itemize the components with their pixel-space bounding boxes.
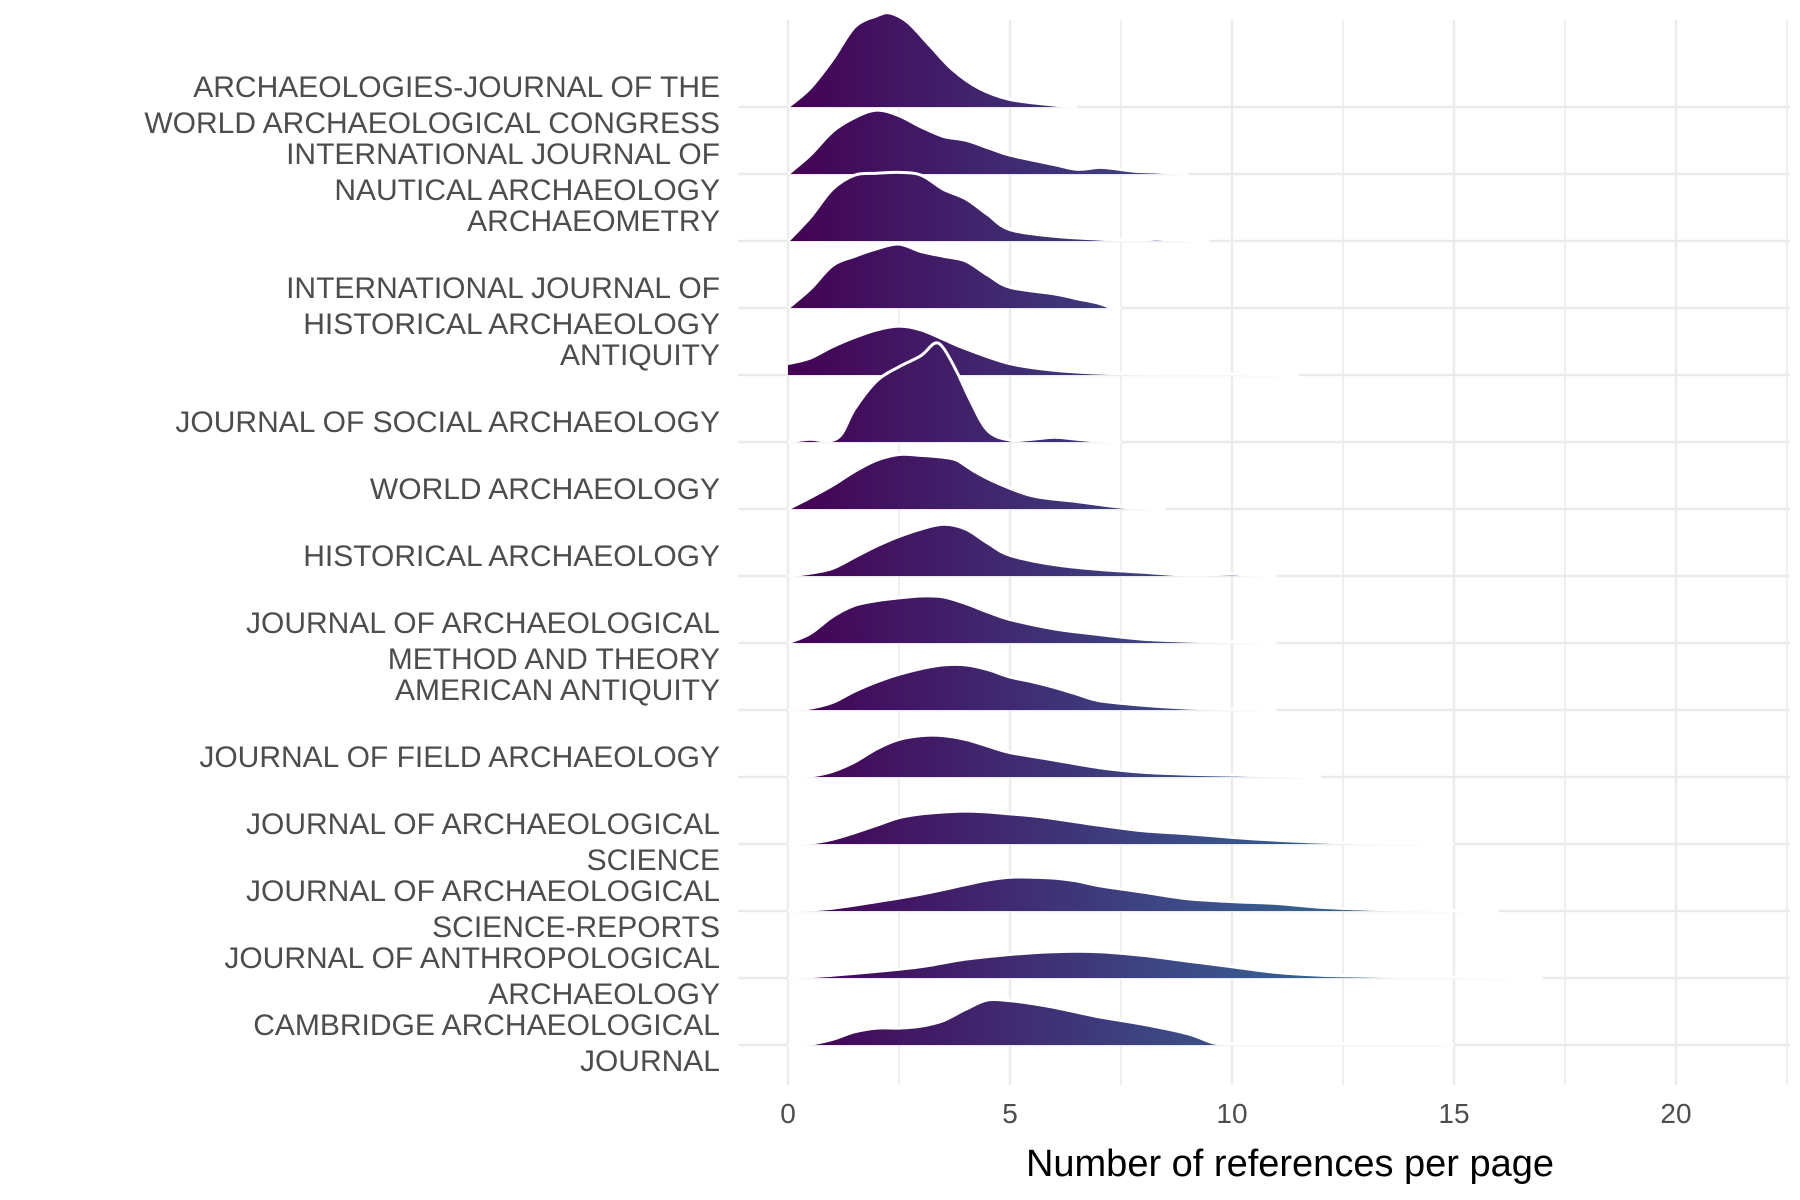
category-label: CAMBRIDGE ARCHAEOLOGICAL bbox=[253, 1009, 720, 1042]
category-label: JOURNAL OF SOCIAL ARCHAEOLOGY bbox=[175, 406, 720, 439]
ridge-outline bbox=[787, 997, 1455, 1047]
category-label: JOURNAL OF ARCHAEOLOGICAL bbox=[246, 808, 720, 841]
ridge-outline bbox=[786, 170, 1210, 243]
ridge-outline bbox=[787, 809, 1455, 846]
ridge-fill bbox=[788, 12, 1077, 108]
category-label: JOURNAL OF ARCHAEOLOGICAL bbox=[246, 607, 720, 640]
ridge-outline bbox=[787, 452, 1166, 511]
ridge-fill bbox=[788, 876, 1499, 911]
ridge-3 bbox=[786, 170, 1210, 243]
ridge-fill bbox=[788, 735, 1321, 777]
category-label: HISTORICAL ARCHAEOLOGY bbox=[303, 308, 720, 341]
category-label: INTERNATIONAL JOURNAL OF bbox=[286, 272, 720, 305]
ridge-8 bbox=[787, 522, 1277, 578]
category-label: ANTIQUITY bbox=[560, 339, 720, 372]
category-label: ARCHAEOLOGIES-JOURNAL OF THE bbox=[193, 71, 720, 104]
category-label: JOURNAL OF ARCHAEOLOGICAL bbox=[246, 875, 720, 908]
ridge-fill bbox=[788, 811, 1454, 844]
ridge-outline bbox=[787, 341, 1122, 444]
ridge-fill bbox=[788, 454, 1166, 509]
category-label: INTERNATIONAL JOURNAL OF bbox=[286, 138, 720, 171]
ridge-13 bbox=[787, 875, 1499, 913]
category-label: METHOD AND THEORY bbox=[388, 643, 720, 676]
ridge-outline bbox=[787, 733, 1321, 779]
ridge-fill bbox=[788, 999, 1454, 1045]
ridge-2 bbox=[787, 108, 1188, 176]
ridge-outline bbox=[787, 875, 1499, 913]
ridge-outline bbox=[787, 11, 1077, 109]
ridge-4 bbox=[787, 242, 1122, 310]
ridge-outline bbox=[787, 522, 1277, 578]
category-label: ARCHAEOLOGY bbox=[488, 978, 720, 1011]
x-axis-title: Number of references per page bbox=[1026, 1143, 1554, 1185]
ridge-fill bbox=[788, 951, 1543, 978]
ridge-outline bbox=[787, 949, 1543, 980]
category-label: AMERICAN ANTIQUITY bbox=[395, 674, 720, 707]
ridge-12 bbox=[787, 809, 1455, 846]
category-label: WORLD ARCHAEOLOGY bbox=[370, 473, 720, 506]
ridge-fill bbox=[788, 172, 1210, 241]
x-tick-label: 20 bbox=[1660, 1098, 1691, 1129]
category-label: JOURNAL bbox=[580, 1045, 720, 1078]
ridge-9 bbox=[787, 594, 1277, 645]
x-tick-label: 5 bbox=[1002, 1098, 1018, 1129]
ridge-fill bbox=[788, 524, 1277, 576]
category-label: JOURNAL OF FIELD ARCHAEOLOGY bbox=[199, 741, 720, 774]
x-tick-label: 10 bbox=[1216, 1098, 1247, 1129]
ridge-fill bbox=[788, 110, 1188, 174]
category-label: SCIENCE bbox=[587, 844, 720, 877]
category-label: HISTORICAL ARCHAEOLOGY bbox=[303, 540, 720, 573]
ridge-outline bbox=[787, 108, 1188, 176]
ridge-6 bbox=[787, 341, 1122, 444]
ridge-outline bbox=[787, 662, 1277, 712]
ridge-outline bbox=[787, 324, 1299, 377]
ridge-14 bbox=[787, 949, 1543, 980]
category-label: ARCHAEOMETRY bbox=[467, 205, 720, 238]
x-tick-label: 0 bbox=[780, 1098, 796, 1129]
ridge-fill bbox=[788, 342, 1121, 442]
x-tick-label: 15 bbox=[1438, 1098, 1469, 1129]
ridge-1 bbox=[787, 11, 1077, 109]
ridge-fill bbox=[788, 664, 1277, 710]
ridge-outline bbox=[787, 242, 1122, 310]
ridge-fill bbox=[788, 595, 1277, 643]
category-label: SCIENCE-REPORTS bbox=[432, 911, 720, 944]
category-label: NAUTICAL ARCHAEOLOGY bbox=[334, 174, 720, 207]
ridge-11 bbox=[787, 733, 1321, 779]
ridge-5 bbox=[787, 324, 1299, 377]
ridge-outline bbox=[787, 594, 1277, 645]
ridge-7 bbox=[787, 452, 1166, 511]
ridge-15 bbox=[787, 997, 1455, 1047]
category-label: JOURNAL OF ANTHROPOLOGICAL bbox=[224, 942, 720, 975]
ridges bbox=[786, 11, 1543, 1047]
category-label: WORLD ARCHAEOLOGICAL CONGRESS bbox=[144, 107, 720, 140]
x-axis-ticks: 0 5 10 15 20 bbox=[780, 1098, 1691, 1129]
ridge-10 bbox=[787, 662, 1277, 712]
